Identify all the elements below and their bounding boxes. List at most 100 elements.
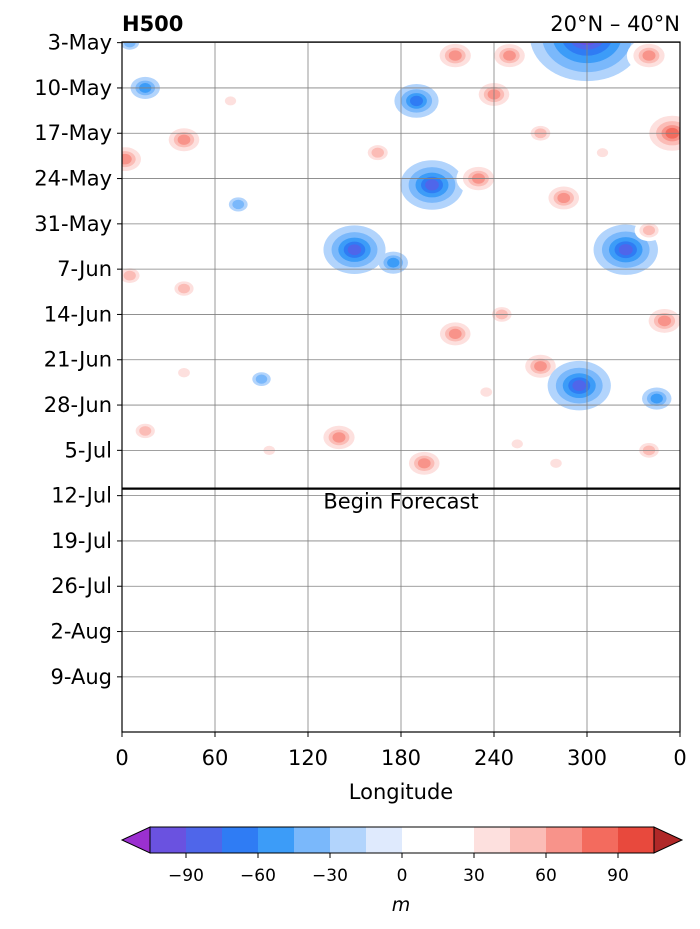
anomaly-contour-48-0 [550,517,562,526]
begin-forecast-annotation: Begin Forecast [323,490,478,514]
y-tick-label: 26-Jul [51,574,112,598]
colorbar-segment [258,827,295,853]
x-axis-label: Longitude [349,780,453,804]
colorbar-tick-label: 30 [463,866,485,886]
anomaly-contour-5-3 [642,50,656,61]
anomaly-contour-12-3 [410,95,423,107]
colorbar-over-arrow [653,826,684,854]
anomaly-contour-9-3 [122,153,132,165]
anomaly-contour-2-3 [503,50,516,61]
anomaly-contour-46-0 [418,530,430,539]
colorbar-segment [546,827,583,853]
anomaly-contour-26-3 [657,315,672,327]
x-tick-label: 240 [474,746,514,770]
y-tick-label: 17-May [34,121,112,145]
gridlines [122,42,680,732]
colorbar-tick-label: 0 [397,866,408,886]
anomaly-contour-10-1 [224,96,237,106]
y-tick-label: 7-Jun [57,257,112,281]
anomaly-contour-11-2 [371,147,384,158]
anomaly-contour-25-2 [178,283,190,294]
colorbar-segment [474,827,511,853]
x-tick-label: 0 [673,746,686,770]
anomaly-contour-23-2 [387,257,400,268]
colorbar-segment [330,827,367,853]
anomaly-contour-44-0 [612,284,624,293]
anomaly-contour-13-4 [425,179,439,191]
colorbar-segment [366,827,403,853]
anomaly-contour-0-1 [331,18,362,41]
anomaly-contour-0-2 [337,22,357,37]
colorbar-label: m [392,894,411,916]
anomaly-contour-8-3 [177,134,191,145]
y-tick-label: 14-Jun [44,302,112,326]
colorbar-under-arrow [120,826,151,854]
chart-title-right: 20°N – 40°N [550,12,680,36]
colorbar-tick-label: −60 [240,866,276,886]
colorbar-segment [438,827,475,853]
anomaly-contour-33-1 [178,367,190,378]
y-tick-label: 5-Jul [65,438,112,462]
anomaly-contour-41-1 [511,439,523,449]
colorbar-segment [222,827,259,853]
plot-area: Begin Forecast 3-May 10-May 17-May 24-May 31… [34,18,687,770]
anomaly-contour-39-1 [550,458,562,468]
y-tick-label: 12-Jul [51,484,112,508]
y-tick-label: 3-May [48,31,112,55]
anomaly-contour-27-3 [448,328,462,339]
x-tick-label: 120 [288,746,328,770]
anomaly-contour-18-1 [596,148,609,158]
heatmap-field [122,18,680,585]
colorbar-segment [510,827,547,853]
colorbar-tick-label: 60 [535,866,557,886]
anomaly-contour-32-1 [480,387,493,397]
anomaly-contour-29-3 [534,361,547,372]
anomaly-contour-38-3 [417,458,431,469]
anomaly-contour-19-4 [618,244,633,256]
anomaly-contour-20-2 [643,225,655,236]
colorbar-tick-label: 90 [607,866,629,886]
x-tick-label: 180 [381,746,421,770]
y-tick-label: 19-Jul [51,529,112,553]
y-tick-label: 9-Aug [51,665,112,689]
colorbar-segment [186,827,223,853]
colorbar-segment [150,827,187,853]
anomaly-contour-24-2 [123,270,136,281]
anomaly-contour-34-1 [255,374,268,384]
anomaly-contour-1-3 [448,50,462,61]
y-axis: 3-May 10-May 17-May 24-May 31-May 7-Jun 14-Jun… [34,31,122,689]
colorbar: −90 −60 −30 0 30 60 90 [120,826,684,886]
anomaly-contour-50-0 [643,523,655,533]
colorbar-tick-label: −90 [168,866,204,886]
x-tick-label: 0 [115,746,128,770]
anomaly-contour-43-0 [449,433,461,442]
anomaly-contour-22-4 [347,244,362,256]
x-tick-label: 300 [567,746,607,770]
chart-title-left: H500 [122,12,183,36]
colorbar-segment [294,827,331,853]
anomaly-contour-45-0 [310,510,322,520]
y-tick-label: 10-May [34,76,112,100]
anomaly-contour-0-3 [340,25,353,35]
y-tick-label: 31-May [34,212,112,236]
anomaly-contour-31-2 [650,393,663,404]
y-tick-label: 21-Jun [44,348,112,372]
anomaly-contour-30-4 [572,380,587,392]
anomaly-contour-3-1 [123,42,136,48]
x-tick-label: 60 [202,746,229,770]
x-axis: 0 60 120 180 240 300 0 [115,732,687,770]
y-tick-label: 24-May [34,167,112,191]
anomaly-contour-21-1 [232,199,245,210]
y-tick-label: 2-Aug [51,620,112,644]
y-tick-label: 28-Jun [44,393,112,417]
colorbar-segment [618,827,655,853]
anomaly-contour-49-0 [201,530,213,539]
colorbar-tick-label: −30 [312,866,348,886]
anomaly-contour-17-3 [557,192,571,204]
colorbar-segment [402,827,439,853]
anomaly-contour-0-0 [332,42,362,47]
anomaly-contour-35-2 [139,426,152,436]
anomaly-contour-36-3 [332,432,346,443]
colorbar-segment [582,827,619,853]
